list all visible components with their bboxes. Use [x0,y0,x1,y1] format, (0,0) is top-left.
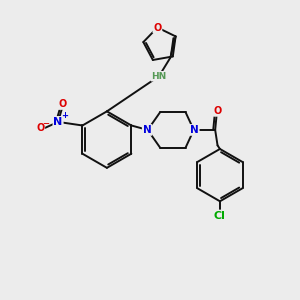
Text: HN: HN [152,72,166,81]
Text: −: − [42,118,49,127]
Text: +: + [61,111,68,120]
Text: O: O [214,106,222,116]
Text: N: N [190,125,199,135]
Text: O: O [36,124,44,134]
Text: N: N [143,125,152,135]
Text: O: O [153,22,161,32]
Text: O: O [58,99,67,109]
Text: N: N [53,117,63,127]
Text: Cl: Cl [214,211,226,220]
